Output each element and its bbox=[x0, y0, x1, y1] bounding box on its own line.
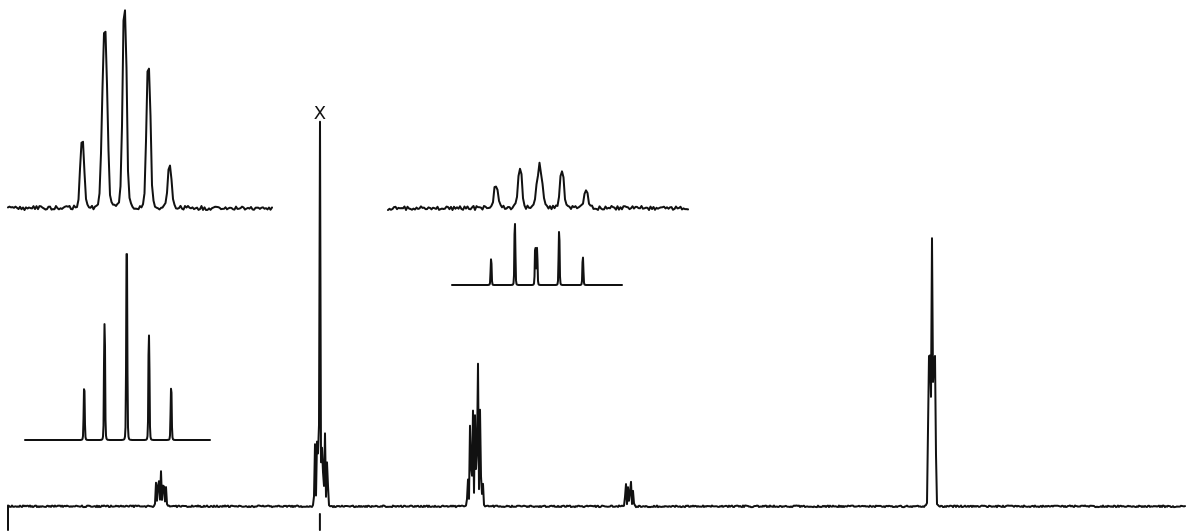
experimental-multiplet-trace bbox=[387, 161, 689, 211]
multiplet-expansions bbox=[7, 9, 689, 441]
main-spectrum: X bbox=[7, 103, 1186, 531]
experimental-multiplet-trace bbox=[7, 9, 273, 211]
peak-label-x: X bbox=[314, 103, 326, 124]
simulated-multiplet-trace bbox=[451, 223, 623, 286]
main-spectrum-trace bbox=[7, 120, 1186, 531]
simulated-multiplet-trace bbox=[24, 253, 211, 441]
